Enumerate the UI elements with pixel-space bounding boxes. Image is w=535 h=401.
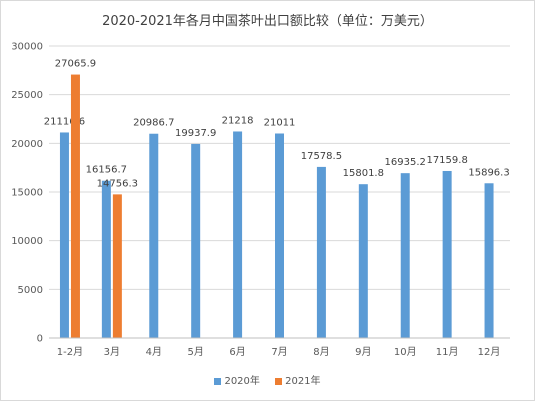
data-label-0-0: 21116.6 <box>44 116 85 127</box>
bar-0-1 <box>101 180 111 338</box>
y-tick-label-3: 15000 <box>11 188 43 199</box>
x-tick-label-8: 10月 <box>394 346 417 358</box>
data-label-0-8: 16935.2 <box>385 157 426 168</box>
bar-0-5 <box>275 133 284 338</box>
legend-label-2020: 2020年 <box>224 376 260 387</box>
x-tick-label-3: 5月 <box>187 346 203 358</box>
x-tick-label-2: 4月 <box>146 346 162 358</box>
y-tick-label-5: 25000 <box>11 90 43 101</box>
y-tick-label-0: 0 <box>37 334 43 345</box>
data-label-0-2: 20986.7 <box>133 118 174 129</box>
legend-swatch-2021 <box>275 377 283 385</box>
bar-0-7 <box>358 184 368 338</box>
bar-0-4 <box>233 131 243 338</box>
x-tick-label-10: 12月 <box>478 346 501 358</box>
data-label-1-0: 27065.9 <box>55 59 96 70</box>
legend-label-2021: 2021年 <box>285 376 321 387</box>
chart-title: 2020-2021年各月中国茶叶出口额比较（单位：万美元） <box>102 14 433 29</box>
bar-0-8 <box>400 173 410 338</box>
data-label-0-5: 21011 <box>264 117 296 128</box>
y-tick-label-2: 10000 <box>11 236 43 247</box>
y-tick-label-6: 30000 <box>11 42 43 53</box>
data-label-0-7: 15801.8 <box>343 168 384 179</box>
x-tick-label-6: 8月 <box>313 346 329 358</box>
bar-0-2 <box>149 133 159 338</box>
data-label-0-1: 16156.7 <box>86 165 127 176</box>
legend-item-2020: 2020年 <box>214 372 260 387</box>
y-tick-label-4: 20000 <box>11 139 43 150</box>
data-label-0-9: 17159.8 <box>426 155 467 166</box>
bar-0-10 <box>484 183 494 338</box>
data-label-0-6: 17578.5 <box>301 151 342 162</box>
bar-0-9 <box>442 170 452 338</box>
x-tick-label-9: 11月 <box>436 346 459 358</box>
chart-legend: 2020年 2021年 <box>0 372 535 387</box>
x-tick-label-5: 7月 <box>271 346 287 358</box>
x-tick-label-0: 1-2月 <box>57 346 83 358</box>
bar-1-1 <box>112 194 122 338</box>
x-tick-label-4: 6月 <box>229 346 245 358</box>
x-tick-label-1: 3月 <box>104 346 120 358</box>
data-label-0-10: 15896.3 <box>468 167 509 178</box>
legend-swatch-2020 <box>214 377 222 385</box>
x-tick-label-7: 9月 <box>355 346 371 358</box>
data-label-0-3: 19937.9 <box>175 128 216 139</box>
y-tick-label-1: 5000 <box>18 285 43 296</box>
data-label-1-1: 14756.3 <box>97 178 138 189</box>
data-label-0-4: 21218 <box>222 115 254 126</box>
bar-0-6 <box>316 166 326 338</box>
bar-1-0 <box>70 74 80 339</box>
legend-item-2021: 2021年 <box>275 372 321 387</box>
bar-0-0 <box>59 132 69 338</box>
bar-0-3 <box>191 143 201 338</box>
